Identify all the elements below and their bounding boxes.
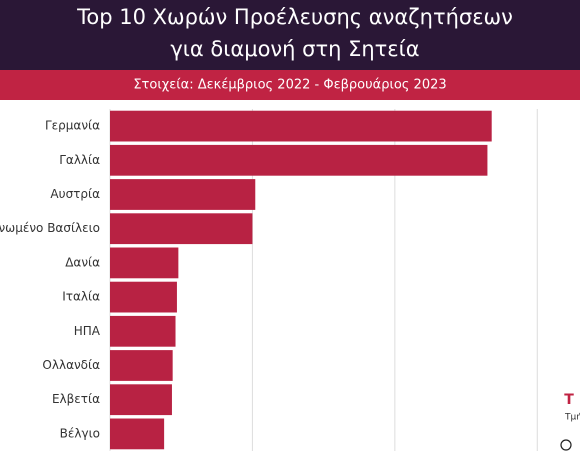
bar (110, 179, 256, 210)
y-tick-label: Γερμανία (45, 119, 100, 133)
bar (110, 384, 172, 416)
bar (110, 418, 165, 450)
y-tick-label: Γαλλία (59, 153, 100, 167)
y-tick-label: Αυστρία (50, 187, 100, 201)
y-tick-label: ΗΠΑ (74, 324, 101, 338)
bar (110, 315, 176, 347)
bar (110, 110, 492, 142)
y-tick-label: Ιταλία (62, 290, 100, 304)
bar (110, 281, 177, 313)
header-band (0, 0, 580, 70)
y-tick-label: Ελβετία (52, 392, 100, 406)
y-tick-label: Δανία (65, 255, 100, 269)
chart-title: Top 10 Χωρών Προέλευσης αναζητήσεων (76, 5, 513, 29)
y-tick-label: Ολλανδία (42, 358, 100, 372)
bar (110, 247, 179, 279)
logo-icon: T (564, 392, 574, 408)
subtitle-band (0, 70, 580, 100)
footer-logo-text: Τμήμα (564, 413, 580, 423)
bar (110, 144, 488, 176)
bar (110, 213, 253, 245)
bar (110, 350, 173, 381)
y-tick-label: Βέλγιο (60, 426, 100, 440)
chart-subtitle: Στοιχεία: Δεκέμβριος 2022 - Φεβρουάριος … (133, 78, 446, 93)
cc-icon (560, 439, 572, 451)
chart-title-line2: για διαμονή στη Σητεία (170, 37, 419, 61)
y-tick-label: Ηνωμένο Βασίλειο (0, 221, 100, 235)
